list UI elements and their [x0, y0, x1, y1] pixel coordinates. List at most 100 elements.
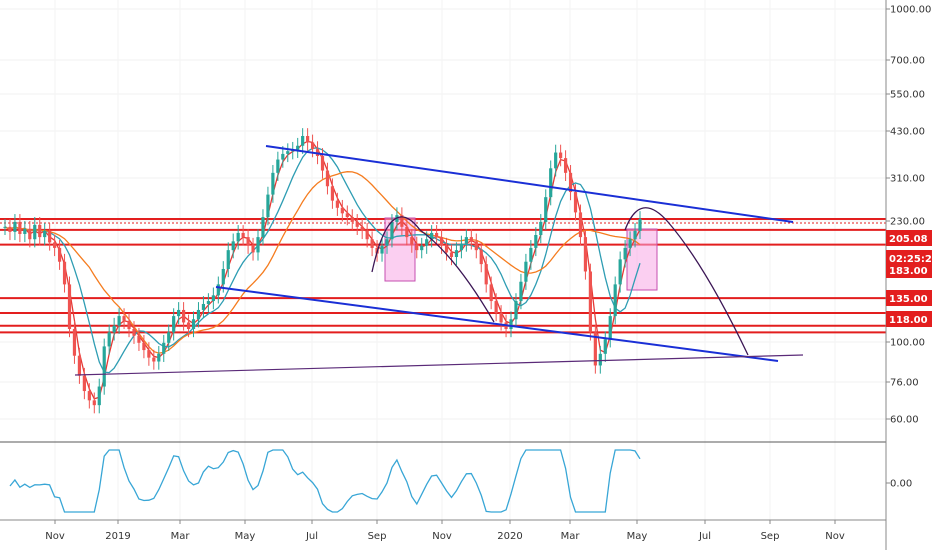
candle-body [320, 156, 325, 171]
candle-body [261, 217, 265, 238]
candle-body [618, 259, 622, 285]
candle-body [62, 261, 67, 285]
candle-body [568, 172, 573, 193]
candle-body [350, 217, 354, 222]
candle-body [415, 244, 419, 251]
x-tick-label: Mar [561, 531, 581, 542]
candle-body [301, 135, 305, 146]
highlight-box [384, 217, 416, 282]
price-tag-label: 135.00 [889, 294, 928, 305]
price-tag-label: 118.00 [889, 315, 928, 326]
candle-body [385, 239, 389, 246]
candle-body [167, 332, 171, 343]
candle-body [420, 245, 424, 251]
candle-body [430, 232, 434, 240]
y-tick-label: 230.00 [890, 217, 925, 228]
x-tick-label: Sep [368, 531, 387, 542]
candle-body [206, 301, 210, 304]
candle-body [152, 357, 156, 362]
candle-body [33, 224, 37, 240]
candle-body [226, 250, 230, 269]
candle-body [444, 245, 449, 253]
candle-body [38, 224, 42, 238]
candle-body [469, 237, 473, 242]
candle-body [380, 245, 384, 254]
candle-body [191, 319, 196, 330]
candle-body [578, 212, 583, 238]
candle-body [147, 350, 151, 358]
candle-body [23, 228, 27, 234]
candle-body [221, 268, 225, 285]
candle-body [474, 241, 478, 251]
candle-body [425, 239, 429, 246]
candle-body [534, 235, 538, 248]
candle-body [310, 142, 315, 150]
y-tick-label: 430.00 [890, 127, 925, 138]
candle-body [549, 168, 553, 198]
candle-body [172, 316, 176, 333]
oscillator: 0.00 [9, 449, 912, 513]
candle-body [439, 237, 444, 246]
candle-body [435, 232, 439, 238]
candle-body [117, 316, 121, 326]
price-tag-box [886, 311, 932, 327]
candle-body [613, 284, 617, 317]
candle-body [554, 152, 558, 169]
x-tick-label: 2019 [105, 531, 130, 542]
trend-drawings [74, 145, 804, 376]
candle-body [102, 346, 106, 387]
time-axis[interactable]: Nov 2019 Mar May Jul Sep Nov 2020 Mar May Jul Sep No… [0, 519, 886, 542]
x-tick-label: Nov [45, 531, 65, 542]
osc-tick-label: 0.00 [890, 479, 912, 490]
highlight-box [626, 228, 658, 291]
candle-body [87, 391, 91, 401]
candle-body [236, 232, 240, 242]
candle-body [410, 237, 414, 245]
candle-body [256, 237, 260, 253]
candle-body [449, 252, 454, 258]
candle-body [271, 172, 275, 195]
price-tag-box [886, 290, 932, 306]
oscillator-line [9, 449, 641, 513]
candle-body [43, 230, 47, 238]
candle-body [524, 261, 528, 282]
x-tick-label: Sep [761, 531, 780, 542]
candle-body [593, 332, 597, 366]
y-tick-label: 1000.00 [890, 5, 931, 16]
candle-body [544, 197, 548, 222]
candle-body [494, 301, 498, 313]
candle-body [216, 284, 220, 296]
candle-body [8, 226, 12, 232]
candle-body [583, 237, 588, 272]
candle-body [231, 241, 235, 251]
candle-body [306, 135, 310, 143]
candle-body [18, 221, 22, 234]
candle-body [201, 303, 206, 310]
candle-body [345, 213, 349, 218]
candle-body [77, 355, 82, 376]
candle-body [370, 239, 374, 248]
candle-body [196, 309, 201, 320]
candle-body [48, 230, 52, 243]
candle-body [67, 284, 72, 330]
base-line [74, 354, 804, 376]
candle-body [499, 313, 503, 323]
candle-body [296, 145, 300, 150]
candle-body [162, 342, 166, 354]
candle-body [241, 232, 245, 238]
candle-body [186, 322, 191, 330]
price-tag-label: 183.00 [889, 266, 928, 277]
candle-body [489, 284, 493, 302]
candle-body [177, 309, 181, 317]
candle-body [623, 247, 627, 260]
arc-curve [624, 207, 749, 356]
candle-body [355, 221, 359, 227]
candle-body [608, 316, 612, 340]
candle-body [464, 237, 468, 244]
candle-body [539, 221, 543, 236]
candle-body [53, 242, 57, 248]
candle-body [57, 247, 62, 262]
price-tag-label: 02:25:20 [889, 254, 932, 265]
candle-body [335, 200, 339, 208]
